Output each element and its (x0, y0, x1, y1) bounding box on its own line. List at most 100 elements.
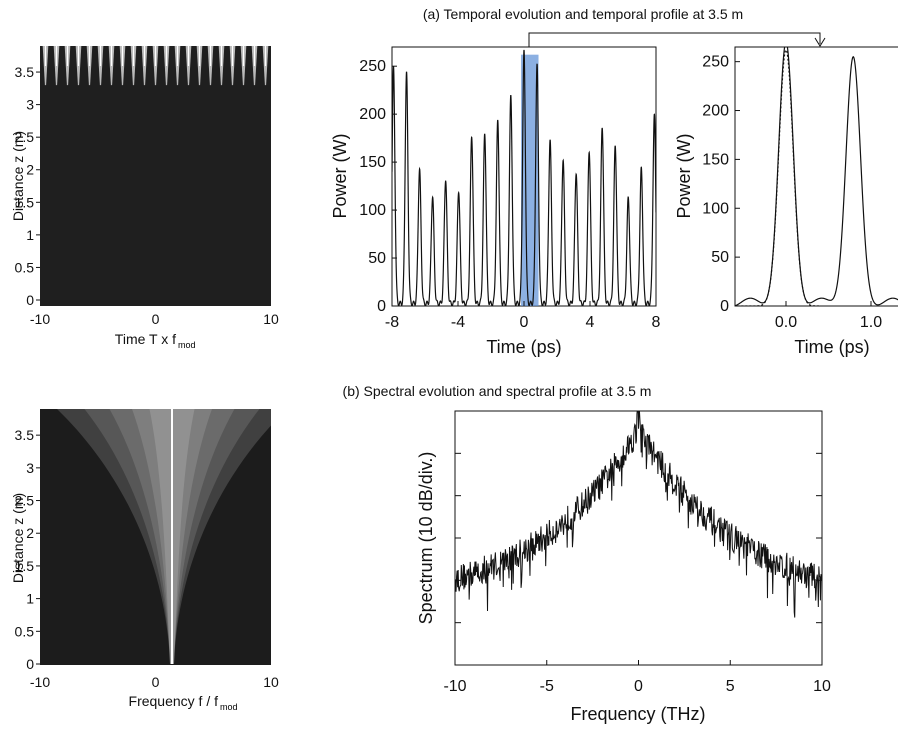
z-axis-tick-label: 2 (26, 525, 34, 541)
plot-frame (454, 410, 823, 666)
z-axis-tick-label: 2.5 (15, 129, 35, 145)
stripe-core (99, 46, 102, 66)
xlabel: Frequency f / f (129, 693, 219, 709)
xlabel: Time T x f (115, 331, 176, 347)
z-axis-tick-label: 3.5 (15, 64, 35, 80)
ylabel: Distance z (m) (10, 493, 26, 583)
pump-line (171, 409, 173, 664)
power-axis-tick-label: 250 (702, 54, 729, 71)
map-stripes (42, 46, 269, 86)
stripe-core (88, 46, 91, 66)
z-axis-tick-label: 0 (26, 292, 34, 308)
frequency-axis-tick-label: -10 (30, 674, 50, 690)
power-axis-tick-label: 100 (359, 202, 386, 219)
stripe-core (198, 46, 201, 66)
map-background (40, 409, 271, 665)
stripe-core (209, 46, 212, 66)
stripe-core (66, 46, 69, 66)
frequency-axis-tick-label: 5 (726, 678, 735, 695)
z-axis-tick-label: 3 (26, 460, 34, 476)
ylabel: Power (W) (330, 134, 350, 219)
time-axis-tick-label: 4 (586, 314, 595, 331)
stripe-core (176, 46, 179, 66)
power-trace-solid (735, 47, 898, 306)
title-spectral: (b) Spectral evolution and spectral prof… (343, 383, 652, 399)
stripe-core (165, 46, 168, 66)
z-axis-tick-label: 3.5 (15, 427, 35, 443)
title-temporal: (a) Temporal evolution and temporal prof… (423, 6, 743, 22)
stripe-core (154, 46, 157, 66)
time-axis-tick-label: 0 (520, 314, 529, 331)
frequency-axis-tick-label: 0 (634, 678, 643, 695)
z-axis-tick-label: 0.5 (15, 623, 35, 639)
map-background (40, 46, 271, 306)
map-axes: 0 0.5 1 1.5 2 2.5 3 3.5 -10 0 10 (15, 64, 279, 327)
power-axis-tick-label: 0 (720, 298, 729, 315)
frequency-axis-tick-label: 10 (813, 678, 831, 695)
xlabel-subscript: mod (220, 702, 238, 712)
time-axis-tick-label: -10 (30, 311, 50, 327)
power-axis-tick-label: 200 (359, 106, 386, 123)
stripe-core (220, 46, 223, 66)
zoom-connector-arrow (528, 32, 826, 47)
spectrum-axes: -10 -5 0 5 10 (443, 452, 831, 695)
spectral-profile: -10 -5 0 5 10 Spectrum (10 dB/div.) Frequenc… (416, 410, 831, 724)
z-axis-tick-label: 1.5 (15, 194, 35, 210)
plot-frame (734, 46, 898, 307)
z-axis-tick-label: 3 (26, 97, 34, 113)
zoom-axes: 0 50 100 150 200 250 0.0 1.0 (702, 54, 882, 331)
power-axis-tick-label: 50 (368, 250, 386, 267)
power-axis-tick-label: 150 (359, 154, 386, 171)
stripe-core (132, 46, 135, 66)
z-axis-tick-label: 1 (26, 591, 34, 607)
frequency-axis-tick-label: -10 (443, 678, 466, 695)
spectral-evolution-map: 0 0.5 1 1.5 2 2.5 3 3.5 -10 0 10 Distance z (m) Fr… (10, 409, 287, 712)
stripe-core (44, 46, 47, 66)
stripe-core (187, 46, 190, 66)
stripe-core (264, 46, 267, 66)
time-axis-tick-label: -4 (451, 314, 465, 331)
time-axis-tick-label: 0.0 (775, 314, 797, 331)
power-trace-dotted (735, 49, 820, 306)
power-axis-tick-label: 200 (702, 103, 729, 120)
power-axis-tick-label: 250 (359, 58, 386, 75)
xlabel: Time (ps) (794, 337, 869, 357)
xlabel: Time (ps) (486, 337, 561, 357)
xlabel-subscript: mod (178, 340, 196, 350)
frequency-axis-tick-label: 0 (152, 674, 160, 690)
time-axis-tick-label: 10 (263, 311, 279, 327)
power-axis-tick-label: 0 (377, 298, 386, 315)
stripe-core (77, 46, 80, 66)
z-axis-tick-label: 0 (26, 656, 34, 672)
ylabel: Power (W) (674, 134, 694, 219)
stripe-core (253, 46, 256, 66)
stripe-core (110, 46, 113, 66)
z-axis-tick-label: 2.5 (15, 493, 35, 509)
stripe-core (143, 46, 146, 66)
power-trace (392, 49, 656, 306)
profile-axes: 0 50 100 150 200 250 -8 -4 0 4 8 (359, 58, 660, 331)
xlabel: Frequency (THz) (570, 704, 705, 724)
z-axis-tick-label: 1.5 (15, 558, 35, 574)
stripe-core (231, 46, 234, 66)
power-axis-tick-label: 50 (711, 249, 729, 266)
ylabel: Distance z (m) (10, 131, 26, 221)
time-axis-tick-label: 0 (152, 311, 160, 327)
frequency-axis-tick-label: 10 (263, 674, 279, 690)
power-axis-tick-label: 150 (702, 151, 729, 168)
time-axis-tick-label: 8 (652, 314, 661, 331)
temporal-profile-zoom: 0 50 100 150 200 250 0.0 1.0 Power (W) Time (ps… (674, 46, 898, 357)
temporal-profile: 0 50 100 150 200 250 -8 -4 0 4 8 Power (W) Time (p… (330, 46, 661, 357)
z-axis-tick-label: 2 (26, 162, 34, 178)
z-axis-tick-label: 1 (26, 227, 34, 243)
frequency-axis-tick-label: -5 (540, 678, 554, 695)
stripe-core (242, 46, 245, 66)
spectrum-trace (455, 411, 822, 618)
map-spectral-glow (57, 409, 287, 664)
stripe-core (55, 46, 58, 66)
map-axes: 0 0.5 1 1.5 2 2.5 3 3.5 -10 0 10 (15, 427, 279, 690)
power-axis-tick-label: 100 (702, 200, 729, 217)
temporal-evolution-map: 0 0.5 1 1.5 2 2.5 3 3.5 -10 0 10 Distance z (m) Ti… (10, 46, 279, 350)
